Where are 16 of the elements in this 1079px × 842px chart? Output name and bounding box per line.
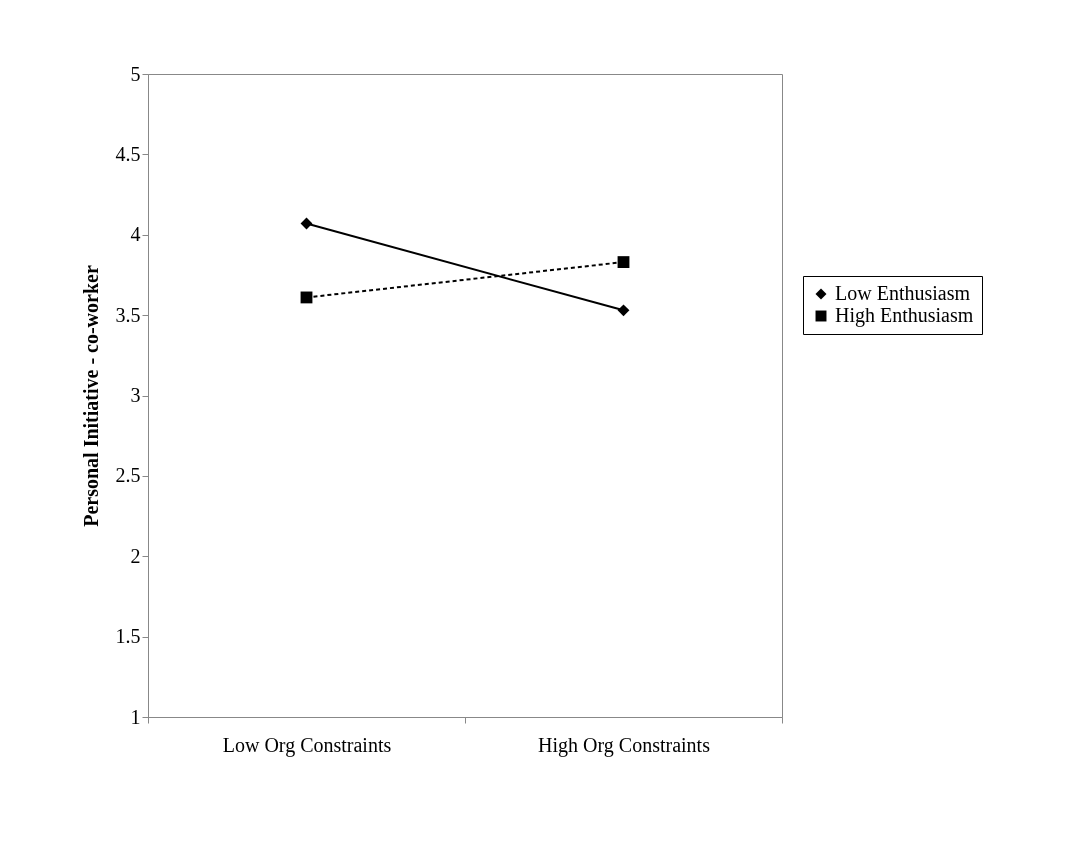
y-tick-label: 4 (130, 223, 141, 246)
legend-label: Low Enthusiasm (835, 282, 971, 304)
y-tick-label: 1.5 (115, 625, 141, 648)
y-tick-label: 2 (130, 544, 141, 567)
y-tick-label: 3 (130, 384, 141, 406)
y-tick-label: 3.5 (115, 303, 141, 326)
y-tick-label: 5 (130, 62, 141, 85)
x-tick-label: High Org Constraints (538, 733, 711, 757)
legend-label: High Enthusiasm (835, 304, 974, 327)
y-tick-label: 2.5 (115, 464, 141, 487)
y-tick-label: 4.5 (115, 142, 141, 165)
point (617, 256, 630, 268)
point (617, 304, 630, 317)
y-axis-title: Personal Initiative - co-worker (79, 265, 102, 527)
y-tick-label: 1 (130, 705, 141, 728)
x-tick-label: Low Org Constraints (222, 733, 392, 757)
